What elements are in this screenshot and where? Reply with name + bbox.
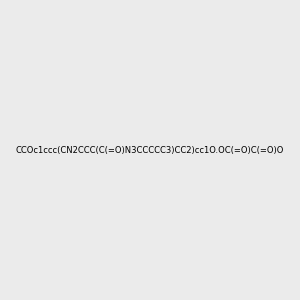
Text: CCOc1ccc(CN2CCC(C(=O)N3CCCCC3)CC2)cc1O.OC(=O)C(=O)O: CCOc1ccc(CN2CCC(C(=O)N3CCCCC3)CC2)cc1O.O… xyxy=(16,146,284,154)
